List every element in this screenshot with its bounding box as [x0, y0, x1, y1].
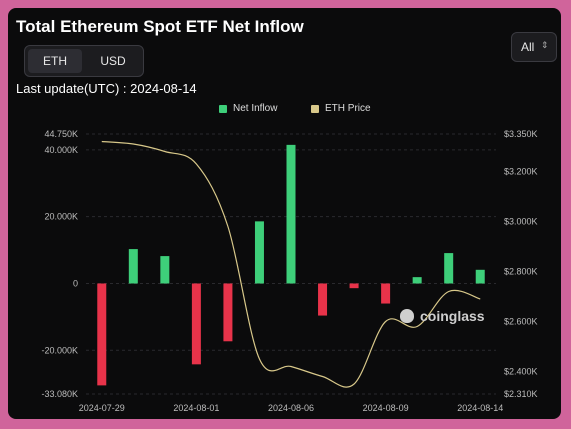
y-left-tick-label-0: 44.750K — [44, 129, 78, 139]
x-tick-label-4: 2024-08-14 — [457, 403, 503, 413]
y-left-tick-label-2: 20.000K — [44, 212, 78, 222]
range-select-value: All — [521, 40, 535, 54]
net-inflow-bar-2024-08-06 — [286, 144, 296, 284]
net-inflow-bar-2024-08-05 — [254, 221, 264, 284]
watermark-text: coinglass — [420, 308, 485, 324]
x-tick-label-3: 2024-08-09 — [363, 403, 409, 413]
coinglass-logo-icon — [400, 309, 414, 323]
net-inflow-bar-2024-08-07 — [318, 283, 328, 316]
net-inflow-bar-2024-08-09 — [381, 283, 391, 304]
y-left-tick-label-1: 40.000K — [44, 145, 78, 155]
page-title: Total Ethereum Spot ETF Net Inflow — [16, 17, 304, 36]
legend-swatch-net-inflow — [219, 105, 227, 113]
eth-toggle-button[interactable]: ETH — [28, 49, 82, 73]
chart-legend: Net Inflow ETH Price — [8, 103, 561, 119]
last-update-text: Last update(UTC) : 2024-08-14 — [16, 81, 197, 96]
usd-toggle-button[interactable]: USD — [100, 54, 126, 68]
chevron-updown-icon: ⇕ — [541, 40, 549, 50]
y-right-tick-label-6: $2.310K — [504, 389, 538, 399]
y-left-tick-label-4: -20.000K — [41, 345, 78, 355]
y-right-tick-label-4: $2.600K — [504, 317, 538, 327]
net-inflow-bar-2024-08-13 — [444, 253, 454, 284]
net-inflow-bar-2024-07-31 — [160, 256, 170, 284]
y-left-tick-label-5: -33.080K — [41, 389, 78, 399]
legend-label-eth-price: ETH Price — [325, 103, 371, 114]
y-right-tick-label-5: $2.400K — [504, 367, 538, 377]
y-right-tick-label-1: $3.200K — [504, 167, 538, 177]
legend-label-net-inflow: Net Inflow — [233, 103, 278, 114]
y-right-tick-label-0: $3.350K — [504, 129, 538, 139]
net-inflow-bar-2024-07-30 — [128, 249, 138, 284]
y-right-tick-label-3: $2.800K — [504, 267, 538, 277]
y-right-tick-label-2: $3.000K — [504, 217, 538, 227]
chart-card: Total Ethereum Spot ETF Net Inflow ETH U… — [8, 8, 561, 419]
net-inflow-bar-2024-08-08 — [349, 283, 359, 289]
x-tick-label-0: 2024-07-29 — [79, 403, 125, 413]
currency-toggle: ETH USD — [24, 45, 144, 77]
net-inflow-bar-2024-07-29 — [97, 283, 107, 386]
x-tick-label-1: 2024-08-01 — [173, 403, 219, 413]
x-tick-label-2: 2024-08-06 — [268, 403, 314, 413]
legend-swatch-eth-price — [311, 105, 319, 113]
eth-price-line — [101, 140, 481, 388]
range-select[interactable]: All ⇕ — [511, 32, 557, 62]
net-inflow-bar-2024-08-12 — [412, 277, 422, 284]
net-inflow-bar-2024-08-14 — [475, 269, 485, 284]
net-inflow-bar-2024-08-01 — [191, 283, 201, 365]
net-inflow-chart: 44.750K 40.000K 20.000K 0 -20.000K -33.080K $3… — [41, 129, 538, 413]
net-inflow-bar-2024-08-02 — [223, 283, 233, 342]
y-left-tick-label-3: 0 — [73, 278, 78, 288]
